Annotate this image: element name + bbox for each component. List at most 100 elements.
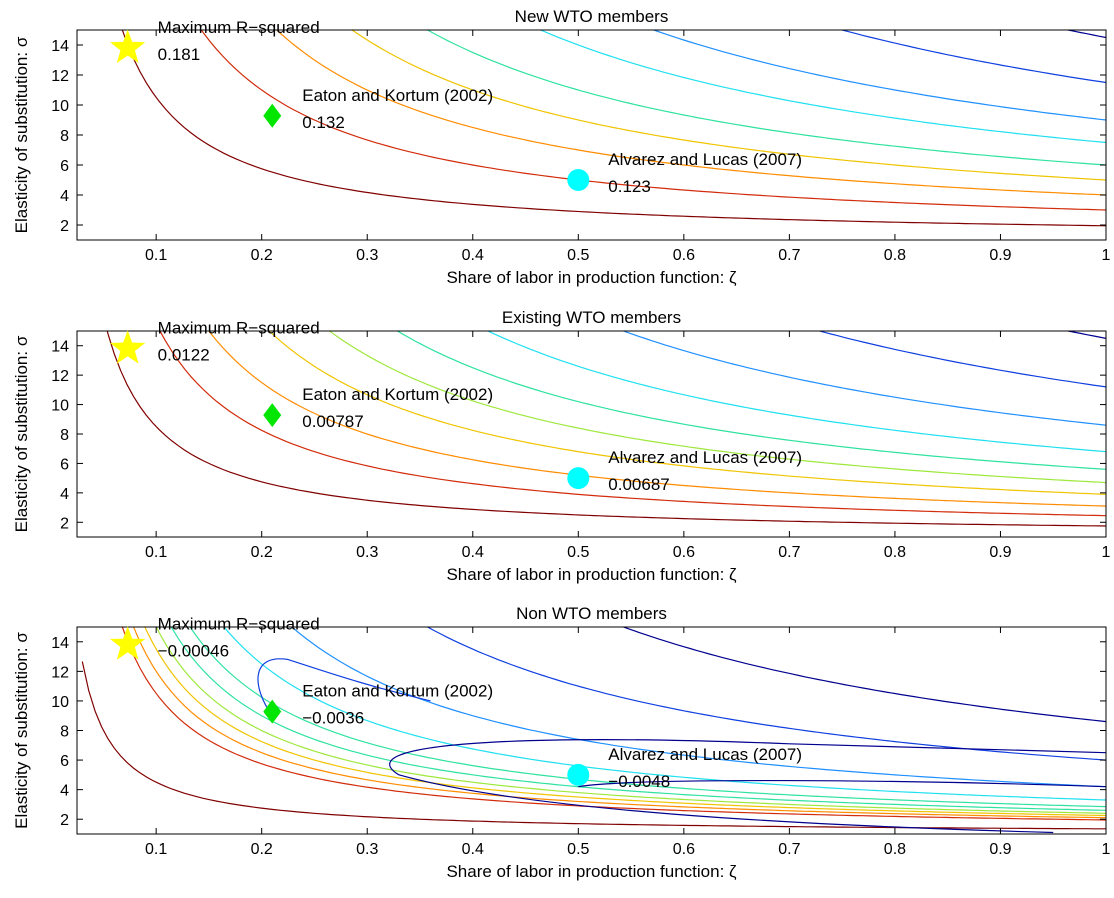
- x-tick-label: 0.7: [778, 841, 800, 858]
- x-tick-label: 0.9: [989, 841, 1011, 858]
- panel-3: 0.1 0.2 0.3 0.4 0.5 0.6 0.7 0.8 0.9 12468101214No…: [12, 604, 1111, 881]
- contour-lines: [81, 627, 1106, 830]
- contour-line: [155, 627, 1106, 814]
- x-tick-label: 0.9: [989, 247, 1011, 264]
- annotation-value: 0.123: [608, 177, 651, 196]
- contour-line: [839, 30, 1106, 84]
- annotation-value: −0.00046: [158, 642, 229, 661]
- contour-line: [426, 627, 1106, 761]
- x-tick-label: 0.4: [462, 544, 484, 561]
- annotation-name: Maximum R−squared: [158, 18, 320, 37]
- contour-line: [106, 331, 1106, 527]
- contour-line: [351, 30, 1106, 181]
- contour-line: [121, 627, 1106, 821]
- y-tick-label: 14: [51, 339, 69, 356]
- x-tick-label: 1: [1102, 841, 1111, 858]
- y-tick-label: 12: [51, 664, 69, 681]
- panel-2: 0.1 0.2 0.3 0.4 0.5 0.6 0.7 0.8 0.9 12468101214Ex…: [12, 308, 1111, 584]
- contour-line: [257, 658, 431, 717]
- contour-line: [389, 739, 1106, 834]
- contour-line: [132, 627, 1106, 819]
- chart-title: New WTO members: [515, 7, 669, 26]
- contour-line: [396, 331, 1106, 470]
- x-axis-label: Share of labor in production function: ζ: [446, 268, 737, 287]
- diamond-marker: [263, 699, 282, 724]
- contour-line: [621, 331, 1106, 426]
- x-tick-label: 0.7: [778, 544, 800, 561]
- x-tick-label: 0.6: [673, 544, 695, 561]
- x-tick-label: 0.2: [251, 544, 273, 561]
- circle-marker: [567, 467, 590, 490]
- contour-line: [486, 331, 1106, 453]
- y-tick-label: 4: [60, 486, 69, 503]
- star-marker: [110, 29, 146, 63]
- contour-line: [170, 627, 1106, 811]
- annotation-value: 0.00687: [608, 475, 669, 494]
- annotation-name: Eaton and Kortum (2002): [302, 86, 493, 105]
- x-tick-label: 0.3: [356, 544, 378, 561]
- contour-line: [328, 331, 1106, 484]
- x-tick-label: 0.2: [251, 247, 273, 264]
- diamond-marker: [263, 403, 282, 428]
- x-axis-label: Share of labor in production function: ζ: [446, 862, 737, 881]
- y-tick-label: 6: [60, 753, 69, 770]
- x-tick-label: 0.5: [567, 841, 589, 858]
- x-tick-label: 0.6: [673, 247, 695, 264]
- annotation-value: −0.0036: [302, 709, 364, 728]
- x-axis-label: Share of labor in production function: ζ: [446, 565, 737, 584]
- x-tick-label: 1: [1102, 247, 1111, 264]
- axes-box: [76, 626, 1107, 835]
- annotation-value: 0.00787: [302, 412, 363, 431]
- circle-marker: [567, 169, 590, 191]
- y-tick-label: 4: [60, 188, 69, 205]
- annotation-name: Alvarez and Lucas (2007): [608, 745, 802, 764]
- annotation-name: Alvarez and Lucas (2007): [608, 150, 802, 169]
- x-tick-label: 0.5: [567, 544, 589, 561]
- annotation-value: 0.181: [158, 45, 201, 64]
- x-tick-label: 0.7: [778, 247, 800, 264]
- contour-line: [817, 331, 1106, 388]
- x-tick-label: 0.1: [145, 247, 167, 264]
- circle-marker: [567, 763, 590, 786]
- y-tick-label: 2: [60, 812, 69, 829]
- y-tick-label: 8: [60, 427, 69, 444]
- y-axis-label: Elasticity of substitution: σ: [12, 335, 31, 532]
- contour-line: [275, 30, 1106, 196]
- y-tick-label: 10: [51, 694, 69, 711]
- x-tick-label: 0.4: [462, 247, 484, 264]
- x-tick-label: 0.8: [884, 544, 906, 561]
- contour-line: [290, 627, 1106, 788]
- x-tick-label: 0.9: [989, 544, 1011, 561]
- chart-title: Non WTO members: [516, 604, 667, 623]
- diamond-marker: [263, 103, 282, 128]
- x-tick-label: 0.8: [884, 247, 906, 264]
- y-tick-label: 8: [60, 724, 69, 741]
- contour-line: [268, 331, 1106, 495]
- x-tick-label: 0.5: [567, 247, 589, 264]
- annotation-name: Eaton and Kortum (2002): [302, 682, 493, 701]
- y-tick-label: 2: [60, 515, 69, 532]
- y-axis-label: Elasticity of substitution: σ: [12, 36, 31, 233]
- contour-line: [208, 331, 1106, 507]
- x-tick-label: 0.3: [356, 247, 378, 264]
- annotation-name: Maximum R−squared: [158, 319, 320, 338]
- y-tick-label: 2: [60, 218, 69, 235]
- contour-line: [539, 30, 1106, 144]
- x-tick-label: 0.3: [356, 841, 378, 858]
- contour-line: [144, 627, 1106, 817]
- contour-line: [651, 30, 1106, 121]
- annotation-name: Maximum R−squared: [158, 615, 320, 634]
- contour-line: [189, 627, 1106, 808]
- y-tick-label: 4: [60, 783, 69, 800]
- y-tick-label: 14: [51, 635, 69, 652]
- contour-lines: [121, 30, 1106, 227]
- contour-line: [81, 661, 1106, 830]
- annotation-value: 0.132: [302, 113, 345, 132]
- panel-1: 0.1 0.2 0.3 0.4 0.5 0.6 0.7 0.8 0.9 12468101214Ne…: [12, 7, 1111, 287]
- axes-box: [76, 330, 1107, 538]
- y-tick-label: 14: [51, 38, 69, 55]
- chart-title: Existing WTO members: [502, 308, 681, 327]
- y-tick-label: 6: [60, 158, 69, 175]
- contour-line: [223, 627, 1106, 801]
